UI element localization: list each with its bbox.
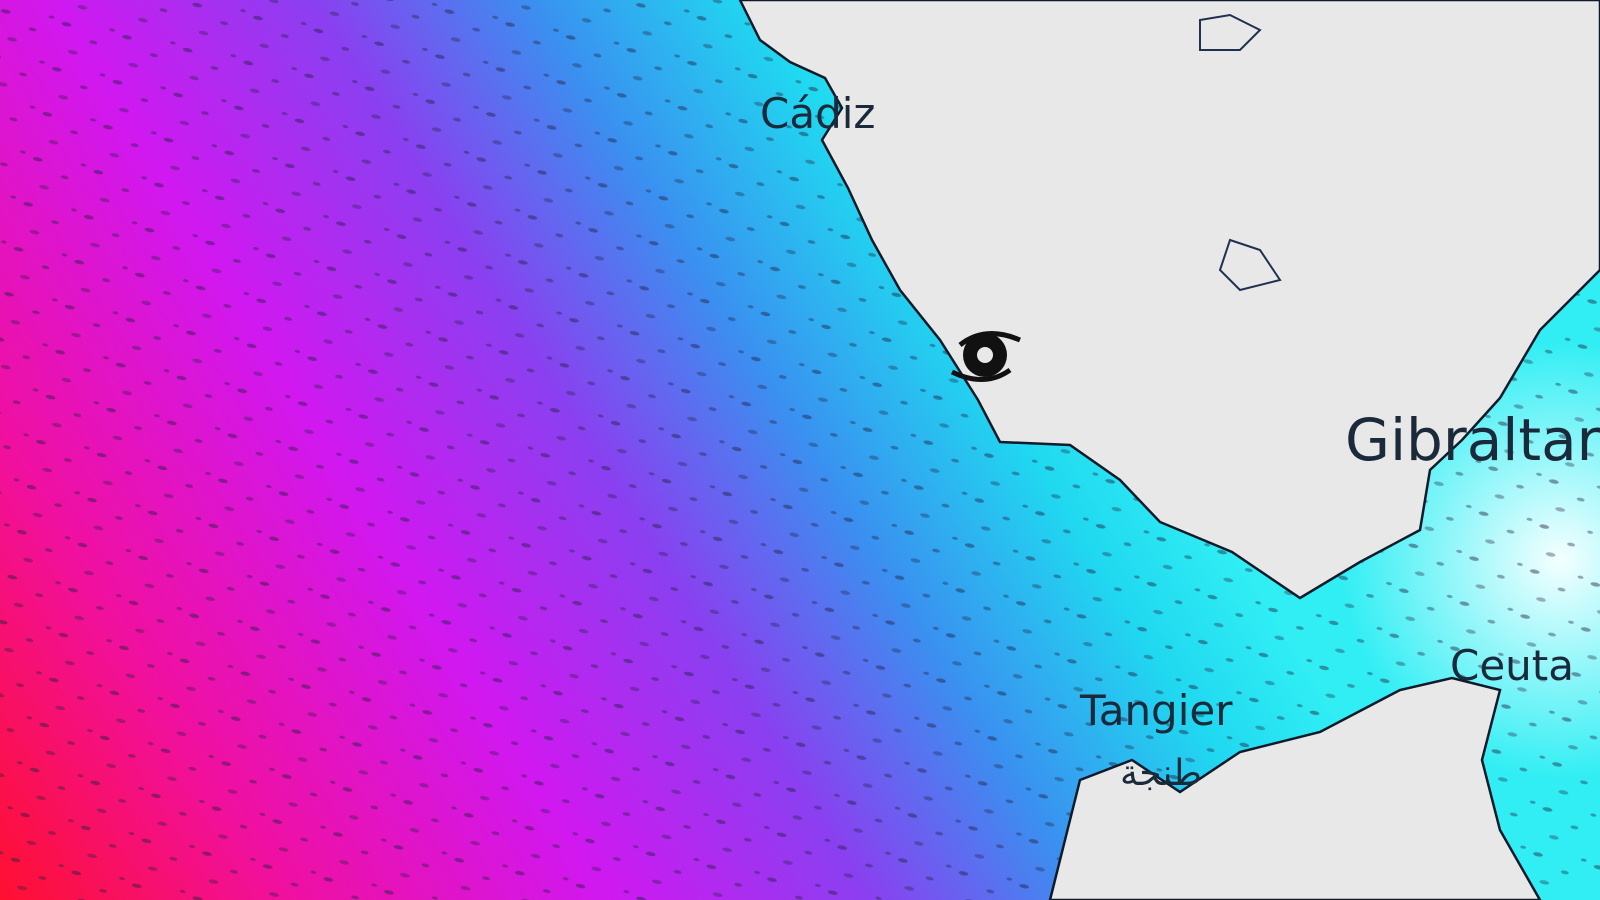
place-label: Ceuta (1450, 641, 1574, 690)
place-label: Cádiz (760, 89, 875, 138)
place-label: Gibraltar (1345, 406, 1600, 474)
storm-icon (950, 331, 1021, 383)
reservoir (1218, 238, 1282, 292)
place-label: Tangier (1079, 686, 1233, 735)
place-label: طنجة (1120, 753, 1202, 794)
reservoir (1199, 13, 1262, 51)
land-africa (1048, 676, 1542, 900)
land-spain (738, 0, 1600, 600)
